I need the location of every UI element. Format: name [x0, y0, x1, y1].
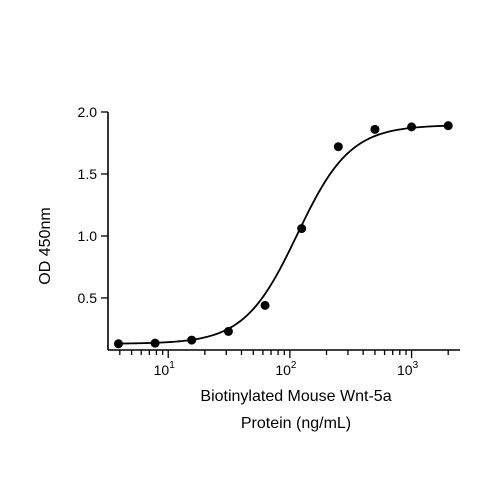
y-tick-label: 0.5	[78, 290, 98, 306]
data-points	[113, 121, 453, 349]
data-point	[407, 122, 417, 132]
y-axis-label: OD 450nm	[37, 207, 54, 284]
x-tick-label: 101	[154, 360, 176, 378]
data-point	[187, 335, 197, 345]
y-tick-label: 1.5	[78, 166, 98, 182]
x-tick-label: 102	[275, 360, 297, 378]
x-axis-label-line2: Protein (ng/mL)	[241, 415, 351, 432]
x-axis-label-line1: Biotinylated Mouse Wnt-5a	[200, 388, 391, 405]
data-point	[370, 124, 380, 134]
x-tick-label: 103	[397, 360, 419, 378]
data-point	[297, 224, 307, 234]
data-point	[260, 300, 270, 310]
data-point	[150, 338, 160, 348]
fit-curve	[118, 124, 449, 345]
y-tick-label: 1.0	[78, 228, 98, 244]
data-point	[223, 326, 233, 336]
data-point	[333, 142, 343, 152]
x-axis-ticks: 101 102 103	[119, 350, 449, 378]
data-point	[443, 121, 453, 131]
y-tick-label: 2.0	[78, 104, 98, 120]
data-point	[113, 339, 123, 349]
y-axis-ticks: 0.5 1.0 1.5 2.0	[78, 104, 108, 306]
